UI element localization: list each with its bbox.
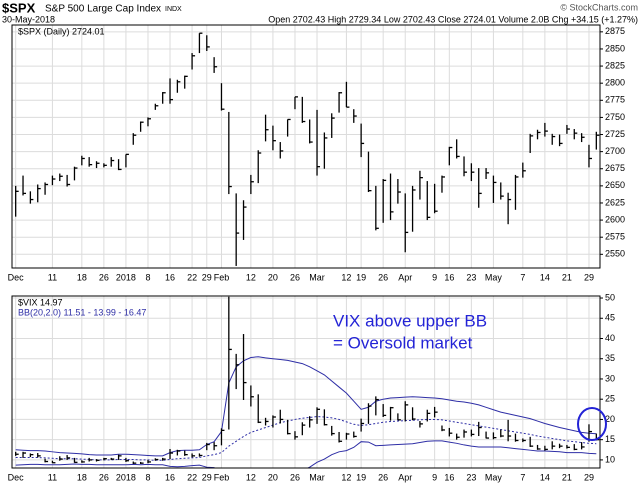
x-tick-label: Dec [8, 472, 25, 482]
bollinger-middle [15, 416, 597, 461]
x-tick-label: 16 [165, 472, 175, 482]
band-label: BB(20,2.0) 11.51 - 13.99 - 16.47 [18, 307, 146, 317]
y-tick-label: 2800 [605, 78, 625, 88]
x-tick-label: 8 [145, 472, 150, 482]
x-tick-label: 22 [187, 272, 197, 282]
x-tick-label: 12 [341, 272, 351, 282]
x-tick-label: 9 [432, 472, 437, 482]
x-tick-label: Feb [214, 272, 230, 282]
y-tick-label: 2750 [605, 112, 625, 122]
panel-border [11, 295, 601, 469]
x-tick-label: 26 [290, 272, 300, 282]
x-tick-label: 14 [540, 272, 550, 282]
x-tick-label: 23 [466, 472, 476, 482]
x-tick-label: 23 [466, 272, 476, 282]
x-tick-label: May [485, 472, 503, 482]
x-tick-label: 9 [432, 272, 437, 282]
x-tick-label: 22 [187, 472, 197, 482]
x-tick-label: 16 [165, 272, 175, 282]
x-tick-label: 2018 [116, 472, 136, 482]
x-tick-label: Apr [398, 472, 412, 482]
y-tick-label: 2650 [605, 180, 625, 190]
x-tick-label: 29 [202, 472, 212, 482]
y-tick-label: 2550 [605, 249, 625, 259]
x-tick-label: 12 [246, 272, 256, 282]
credit: © StockCharts.com [560, 2, 638, 12]
x-tick-label: Mar [309, 472, 325, 482]
panel-label: $VIX 14.97 [18, 297, 63, 307]
y-tick-label: 2625 [605, 197, 625, 207]
y-tick-label: 25 [605, 394, 615, 404]
x-tick-label: 16 [444, 472, 454, 482]
y-tick-label: 2775 [605, 95, 625, 105]
x-tick-label: 19 [356, 472, 366, 482]
y-tick-label: 2875 [605, 26, 625, 36]
panel [12, 296, 600, 468]
x-tick-label: 12 [341, 472, 351, 482]
y-tick-label: 50 [605, 292, 615, 302]
y-tick-label: 40 [605, 333, 615, 343]
x-tick-label: 20 [268, 472, 278, 482]
y-tick-label: 2600 [605, 214, 625, 224]
plots: 2550257526002625265026752700272527502775… [8, 24, 625, 482]
panel-label: $SPX (Daily) 2724.01 [18, 26, 105, 36]
x-tick-label: 12 [246, 472, 256, 482]
annotation: = Oversold market [333, 333, 473, 352]
x-tick-label: 29 [584, 472, 594, 482]
panel [12, 25, 600, 268]
symbol: $SPX [2, 0, 36, 15]
annotation: VIX above upper BB [333, 311, 487, 330]
x-tick-label: 26 [378, 272, 388, 282]
y-tick-label: 2675 [605, 163, 625, 173]
exchange: INDX [165, 6, 182, 13]
x-tick-label: 11 [48, 272, 57, 282]
x-tick-label: 26 [378, 472, 388, 482]
x-tick-label: 7 [520, 472, 525, 482]
panel-border [11, 24, 601, 269]
bollinger-lower [15, 440, 597, 468]
y-tick-label: 2725 [605, 129, 625, 139]
x-tick-label: Apr [398, 272, 412, 282]
highlight-circle [577, 407, 607, 441]
x-tick-label: 26 [290, 472, 300, 482]
x-tick-label: 26 [99, 272, 109, 282]
y-tick-label: 2700 [605, 146, 625, 156]
x-tick-label: 14 [540, 472, 550, 482]
y-tick-label: 2850 [605, 43, 625, 53]
x-tick-label: 29 [584, 272, 594, 282]
x-tick-label: 7 [520, 272, 525, 282]
x-tick-label: 21 [562, 472, 572, 482]
bollinger-upper [15, 356, 597, 457]
y-tick-label: 20 [605, 414, 615, 424]
x-tick-label: May [485, 272, 503, 282]
x-tick-label: 19 [356, 272, 366, 282]
y-tick-label: 15 [605, 434, 615, 444]
x-tick-label: 21 [562, 272, 572, 282]
y-tick-label: 45 [605, 313, 615, 323]
date: 30-May-2018 [2, 14, 55, 24]
x-tick-label: 16 [444, 272, 454, 282]
y-tick-label: 2575 [605, 232, 625, 242]
x-tick-label: 18 [77, 472, 87, 482]
x-tick-label: 8 [145, 272, 150, 282]
x-tick-label: 29 [202, 272, 212, 282]
x-tick-label: 26 [99, 472, 109, 482]
x-tick-label: 18 [77, 272, 87, 282]
x-tick-label: Dec [8, 272, 25, 282]
y-tick-label: 30 [605, 373, 615, 383]
x-tick-label: 2018 [116, 272, 136, 282]
y-tick-label: 35 [605, 353, 615, 363]
x-tick-label: 11 [48, 472, 57, 482]
quote: Open 2702.43 High 2729.34 Low 2702.43 Cl… [268, 14, 638, 24]
x-tick-label: Mar [309, 272, 325, 282]
index-name: S&P 500 Large Cap Index [45, 4, 161, 15]
y-tick-label: 2825 [605, 60, 625, 70]
x-tick-label: Feb [214, 472, 230, 482]
y-tick-label: 10 [605, 454, 615, 464]
x-tick-label: 20 [268, 272, 278, 282]
